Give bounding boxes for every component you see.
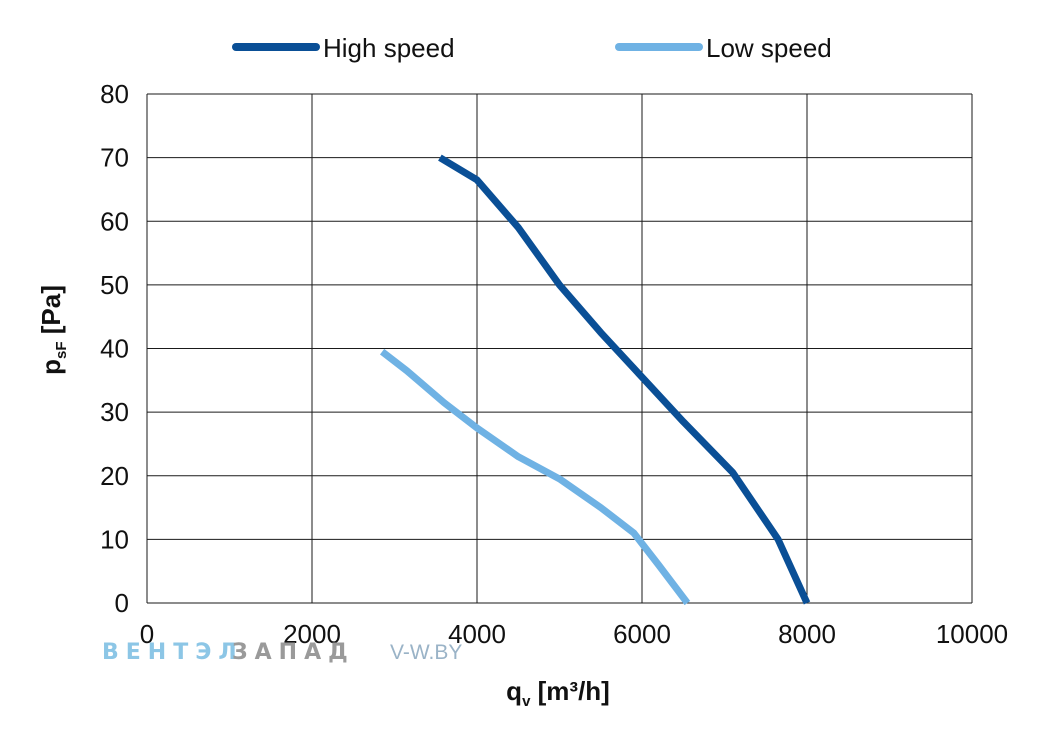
chart-grid	[146, 93, 973, 604]
series-line-low-speed	[379, 348, 691, 606]
x-axis-ticks: 0 2000 4000 6000 8000 10000	[140, 619, 1008, 649]
legend-label: High speed	[323, 33, 455, 63]
x-axis-title: qv [m³/h]	[506, 676, 610, 710]
legend-label: Low speed	[706, 33, 832, 63]
y-tick-label: 0	[115, 588, 129, 618]
x-tick-label: 0	[140, 619, 154, 649]
watermark-brand-part-a: ВЕНТЭЛ	[102, 640, 244, 665]
watermark-url: V-W.BY	[390, 641, 463, 664]
x-tick-label: 10000	[936, 619, 1008, 649]
x-tick-label: 8000	[778, 619, 836, 649]
watermark-brand-part-b: ЗАПАД	[232, 640, 355, 665]
series-line-high-speed	[438, 154, 811, 605]
y-tick-label: 70	[100, 143, 129, 173]
y-tick-label: 30	[100, 397, 129, 427]
y-tick-label: 10	[100, 524, 129, 554]
x-tick-label: 4000	[448, 619, 506, 649]
chart-series	[379, 154, 811, 606]
x-tick-label: 6000	[613, 619, 671, 649]
y-tick-label: 80	[100, 79, 129, 109]
chart-legend: High speed Low speed	[232, 33, 832, 63]
y-axis-ticks: 0 10 20 30 40 50 60 70 80	[100, 79, 129, 618]
y-tick-label: 50	[100, 270, 129, 300]
y-tick-label: 40	[100, 334, 129, 364]
y-tick-label: 60	[100, 206, 129, 236]
y-axis-title: psF [Pa]	[36, 285, 70, 375]
x-tick-label: 2000	[283, 619, 341, 649]
y-tick-label: 20	[100, 461, 129, 491]
